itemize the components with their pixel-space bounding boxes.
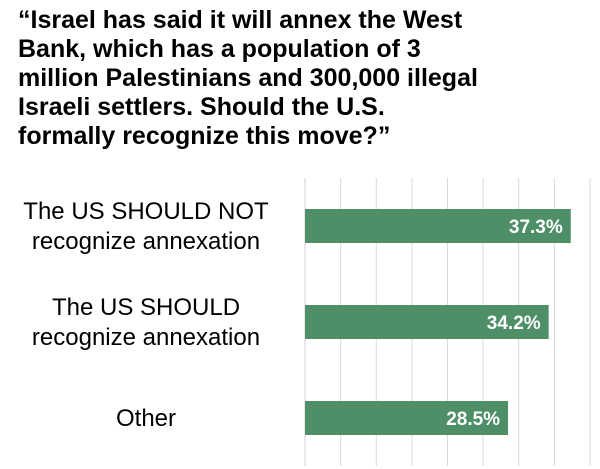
category-label-2: The US SHOULD recognize annexation (32, 294, 260, 351)
bar-2 (305, 305, 549, 339)
title-line-1: “Israel has said it will annex the West (18, 6, 463, 34)
title-line-5: formally recognize this move?” (18, 122, 391, 150)
chart-title: “Israel has said it will annex the West … (18, 6, 588, 151)
category-label-3: Other (116, 405, 176, 432)
category-label-1: The US SHOULD NOT recognize annexation (23, 198, 269, 255)
title-line-2: Bank, which has a population of 3 (18, 35, 421, 63)
bar-value-label-1: 37.3% (509, 217, 563, 238)
bar-1 (305, 209, 571, 243)
title-line-4: Israeli settlers. Should the U.S. (18, 93, 385, 121)
bar-value-label-3: 28.5% (446, 409, 500, 430)
title-line-3: million Palestinians and 300,000 illegal (18, 64, 478, 92)
bars: 37.3% 34.2% 28.5% (305, 209, 571, 435)
bar-3 (305, 401, 509, 435)
bar-value-label-2: 34.2% (487, 313, 541, 334)
category-labels: The US SHOULD NOT recognize annexation The… (23, 198, 269, 432)
